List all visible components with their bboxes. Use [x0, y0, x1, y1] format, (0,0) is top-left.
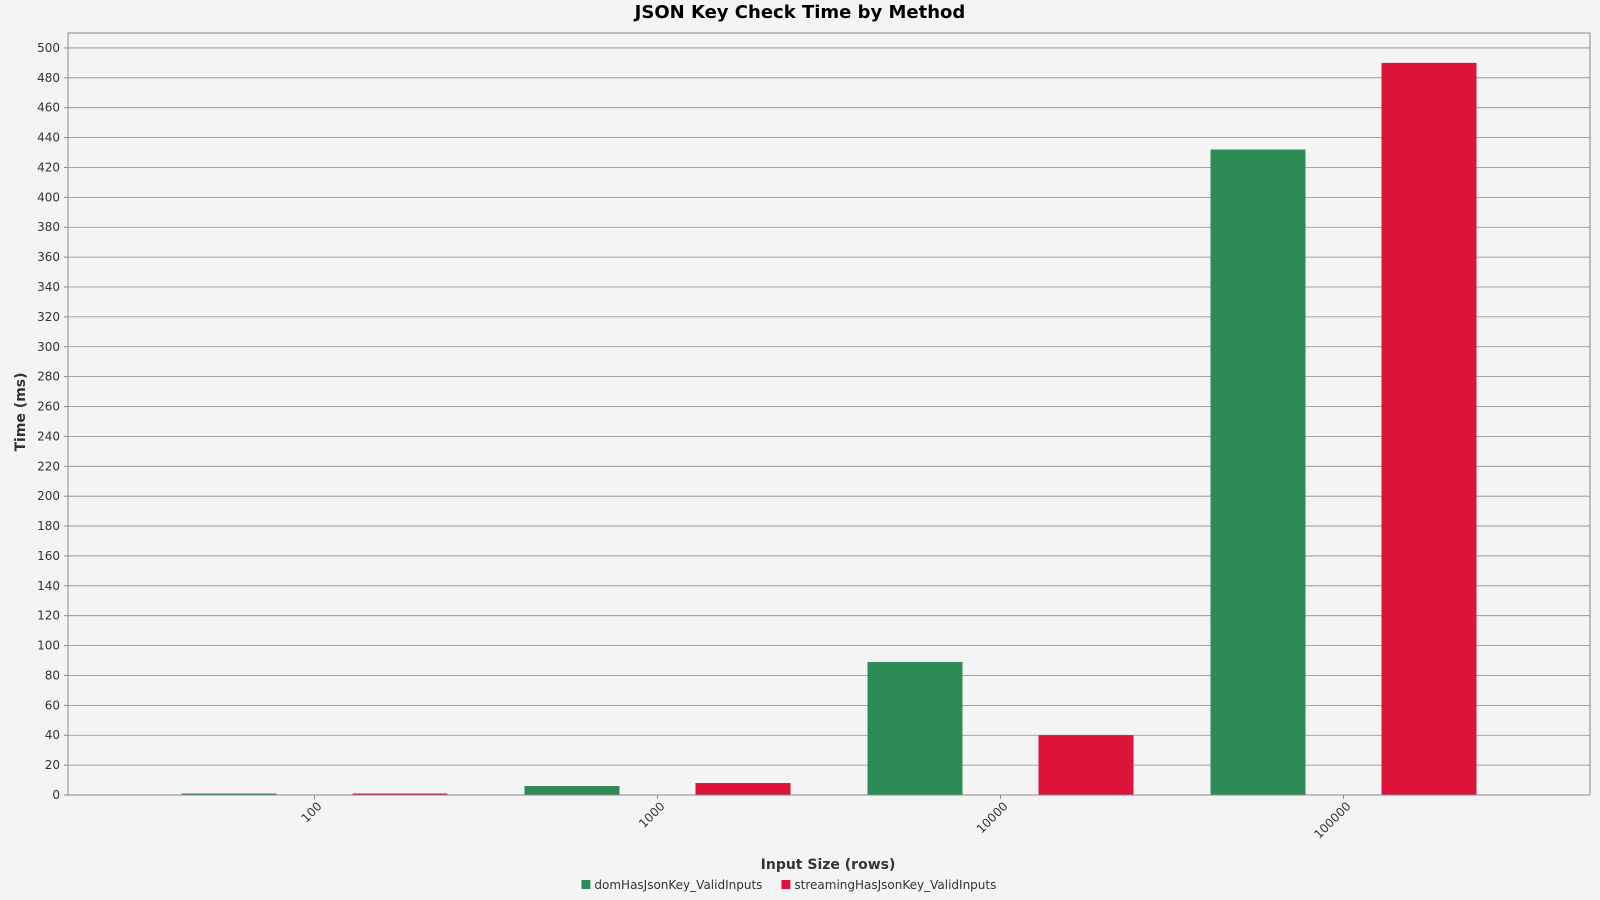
y-tick-label: 400 [37, 190, 60, 204]
x-tick-label: 10000 [974, 799, 1011, 836]
legend-swatch [581, 880, 591, 889]
y-tick-label: 40 [45, 728, 60, 742]
bar-streamingHasJsonKey_ValidInputs-100 [352, 793, 448, 795]
bar-domHasJsonKey_ValidInputs-1000 [524, 786, 620, 795]
y-tick-label: 0 [52, 788, 60, 802]
legend-label: domHasJsonKey_ValidInputs [594, 878, 762, 892]
bar-streamingHasJsonKey_ValidInputs-1000 [695, 783, 791, 795]
y-tick-label: 420 [37, 160, 60, 174]
y-tick-label: 300 [37, 340, 60, 354]
y-tick-label: 340 [37, 280, 60, 294]
x-tick-label: 100 [299, 799, 325, 825]
bar-streamingHasJsonKey_ValidInputs-10000 [1038, 735, 1134, 795]
y-axis-ticks: 0 20 40 60 80 100 120 140 160 180 200 220 240 260 280 3… [37, 41, 68, 802]
y-tick-label: 180 [37, 519, 60, 533]
y-tick-label: 160 [37, 549, 60, 563]
legend-swatch [781, 880, 791, 889]
x-tick-label: 1000 [636, 799, 667, 830]
y-tick-label: 360 [37, 250, 60, 264]
y-tick-label: 320 [37, 310, 60, 324]
y-tick-label: 220 [37, 459, 60, 473]
y-tick-label: 200 [37, 489, 60, 503]
y-tick-label: 480 [37, 71, 60, 85]
plot-area [67, 32, 1591, 796]
x-axis-ticks: 100 1000 10000 100000 [299, 795, 1354, 842]
y-tick-label: 280 [37, 370, 60, 384]
y-tick-label: 80 [45, 668, 60, 682]
x-axis-label: Input Size (rows) [761, 857, 896, 873]
y-tick-label: 500 [37, 41, 60, 55]
y-tick-label: 60 [45, 698, 60, 712]
bar-streamingHasJsonKey_ValidInputs-100000 [1381, 62, 1477, 796]
bars [181, 62, 1477, 796]
y-tick-label: 380 [37, 220, 60, 234]
y-tick-label: 140 [37, 579, 60, 593]
y-tick-label: 240 [37, 429, 60, 443]
legend-label: streamingHasJsonKey_ValidInputs [794, 878, 996, 892]
y-tick-label: 20 [45, 758, 60, 772]
bar-domHasJsonKey_ValidInputs-100 [181, 793, 277, 795]
y-tick-label: 260 [37, 400, 60, 414]
bar-domHasJsonKey_ValidInputs-100000 [1210, 149, 1306, 795]
bar-domHasJsonKey_ValidInputs-10000 [867, 662, 963, 795]
gridlines [68, 47, 1590, 766]
legend: domHasJsonKey_ValidInputs streamingHasJso… [581, 878, 996, 892]
y-axis-label: Time (ms) [13, 372, 29, 451]
x-tick-label: 100000 [1311, 799, 1353, 841]
y-tick-label: 440 [37, 131, 60, 145]
chart-title: JSON Key Check Time by Method [633, 2, 966, 23]
y-tick-label: 120 [37, 609, 60, 623]
y-tick-label: 100 [37, 639, 60, 653]
y-tick-label: 460 [37, 101, 60, 115]
